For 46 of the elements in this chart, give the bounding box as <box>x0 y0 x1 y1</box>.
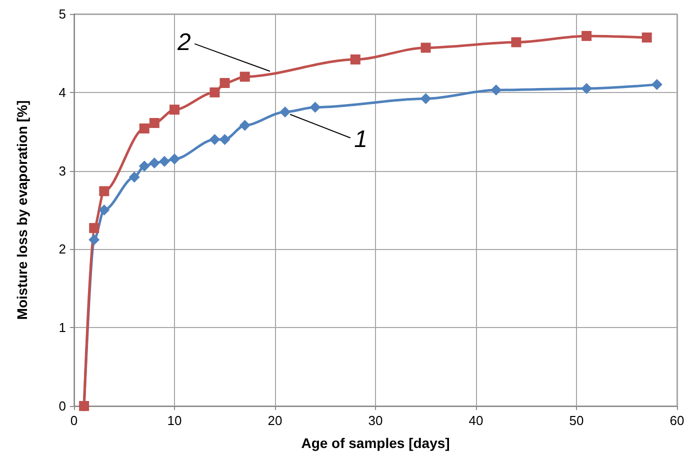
x-tick-label: 60 <box>670 413 684 428</box>
point <box>148 157 160 168</box>
point <box>220 78 230 88</box>
x-tick-label: 40 <box>468 413 484 428</box>
point <box>149 118 160 128</box>
point <box>88 234 100 246</box>
point <box>280 106 291 118</box>
point <box>310 102 321 113</box>
point <box>158 156 170 167</box>
y-axis-title: Moisture loss by evaporation [%] <box>14 100 30 320</box>
y-tick-label: 4 <box>58 84 66 100</box>
point <box>128 172 140 183</box>
point <box>169 154 180 165</box>
x-tick-label: 50 <box>569 413 584 428</box>
point <box>99 186 110 196</box>
y-tick-label: 5 <box>58 6 66 22</box>
point <box>139 123 150 134</box>
series-label: 2 <box>176 28 191 56</box>
x-axis-title: Age of samples [days] <box>301 435 450 451</box>
point <box>239 120 250 131</box>
point <box>219 134 230 145</box>
x-tick-label: 20 <box>268 413 282 428</box>
y-tick-label: 3 <box>58 163 66 178</box>
point <box>170 104 180 115</box>
point <box>490 84 502 96</box>
point <box>240 72 250 82</box>
y-tick-label: 2 <box>58 242 66 257</box>
x-tick-label: 0 <box>70 413 78 428</box>
series-label: 1 <box>354 126 368 153</box>
y-tick-label: 0 <box>58 398 66 414</box>
point <box>209 134 220 145</box>
point <box>210 87 220 98</box>
y-tick-label: 1 <box>58 320 66 336</box>
point <box>89 223 100 234</box>
point <box>138 160 150 172</box>
point <box>420 42 431 53</box>
point <box>98 204 110 216</box>
point <box>581 82 592 94</box>
point <box>582 30 592 41</box>
x-tick-label: 30 <box>368 413 383 428</box>
point <box>511 37 522 48</box>
x-tick-label: 10 <box>167 413 182 428</box>
point <box>651 79 662 90</box>
point <box>350 54 360 64</box>
point <box>642 32 652 43</box>
point <box>420 93 432 104</box>
